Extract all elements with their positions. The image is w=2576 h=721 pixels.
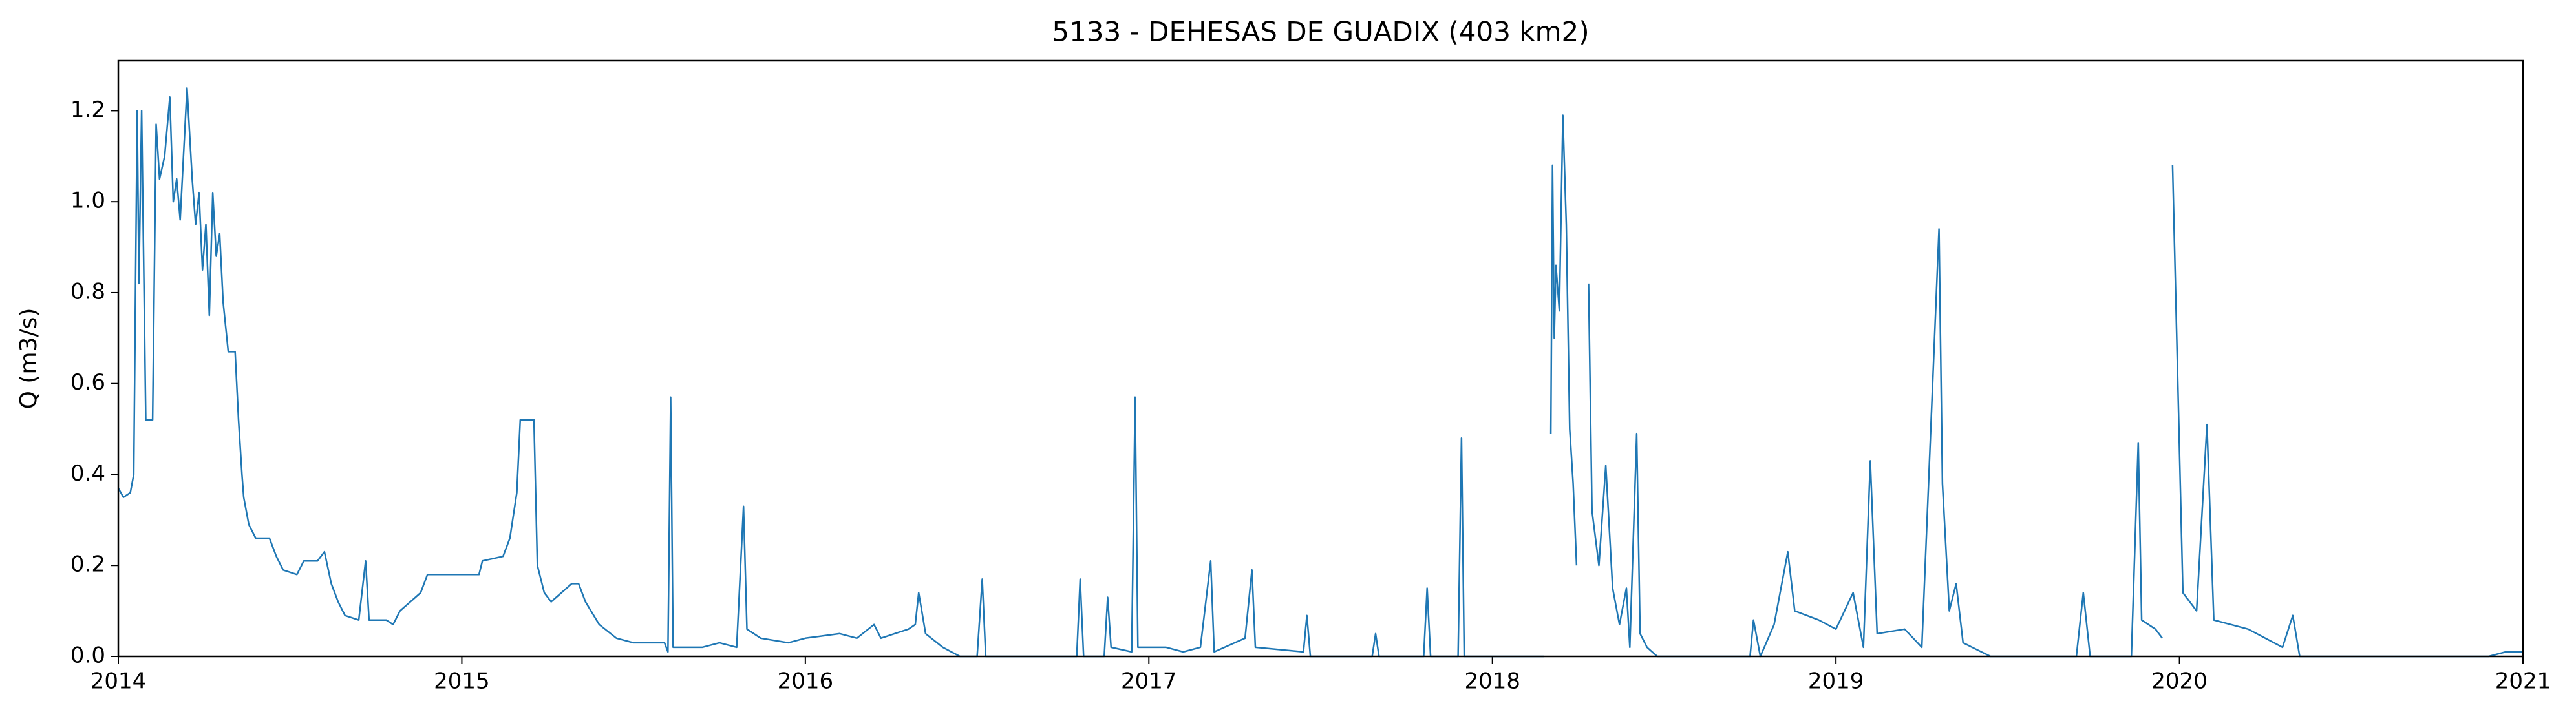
x-tick-label: 2018	[1464, 669, 1520, 695]
x-tick-label: 2016	[778, 669, 834, 695]
y-tick-label: 1.2	[70, 97, 105, 123]
x-tick-label: 2014	[90, 669, 147, 695]
y-tick-label: 0.4	[70, 461, 105, 486]
x-tick-label: 2021	[2495, 669, 2551, 695]
y-tick-label: 0.6	[70, 370, 105, 395]
y-tick-label: 1.0	[70, 188, 105, 214]
chart-title: 5133 - DEHESAS DE GUADIX (403 km2)	[1052, 16, 1589, 48]
y-tick-label: 0.0	[70, 643, 105, 669]
plot-frame	[117, 59, 2524, 658]
x-tick-label: 2020	[2151, 669, 2208, 695]
x-tick-label: 2015	[434, 669, 490, 695]
y-tick-label: 0.8	[70, 278, 105, 304]
data-line	[117, 87, 2523, 658]
x-tick-label: 2019	[1808, 669, 1864, 695]
y-axis-label: Q (m3/s)	[16, 308, 42, 410]
y-tick-label: 0.2	[70, 552, 105, 578]
x-tick-label: 2017	[1121, 669, 1177, 695]
